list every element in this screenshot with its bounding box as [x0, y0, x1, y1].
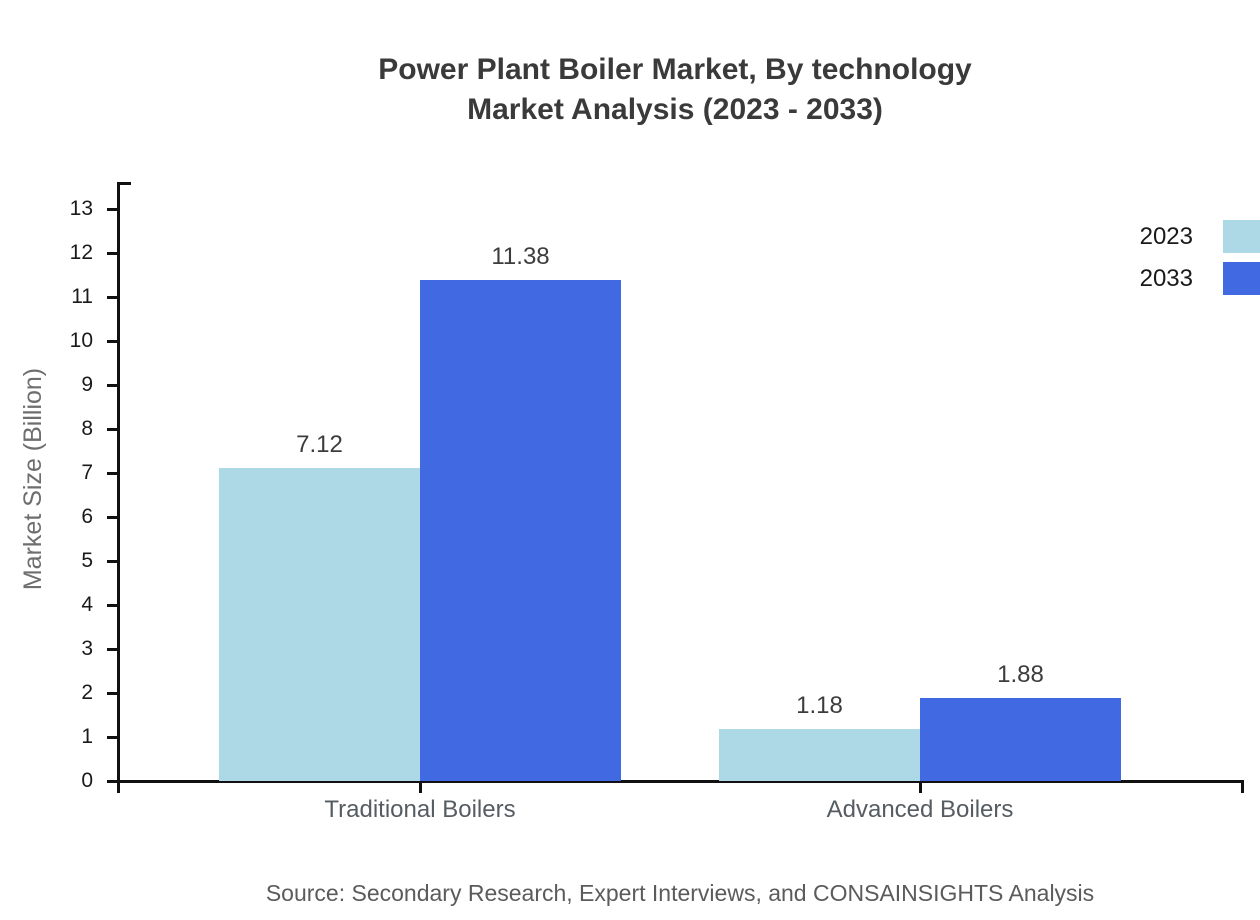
category-tick [919, 780, 922, 793]
category-label: Advanced Boilers [826, 796, 1014, 823]
chart-title-line2: Market Analysis (2023 - 2033) [467, 93, 883, 126]
y-tick [107, 736, 117, 739]
y-tick [107, 340, 117, 343]
y-tick-label: 13 [69, 197, 93, 220]
bar-value-label: 1.88 [997, 661, 1044, 689]
y-tick-label: 9 [81, 373, 93, 396]
bar [920, 698, 1121, 781]
x-axis-endcap [1241, 780, 1244, 793]
bar [219, 467, 420, 781]
y-tick [107, 252, 117, 255]
y-tick [107, 604, 117, 607]
y-tick-label: 5 [81, 549, 93, 572]
category-tick [419, 780, 422, 793]
y-tick-label: 6 [81, 505, 93, 528]
x-axis-line [116, 780, 1244, 783]
category-label: Traditional Boilers [324, 796, 516, 823]
y-axis-endcap [117, 182, 131, 185]
y-tick-label: 12 [69, 241, 93, 264]
y-tick-label: 7 [81, 461, 93, 484]
y-tick [107, 384, 117, 387]
y-tick [107, 560, 117, 563]
y-tick-label: 0 [81, 769, 93, 792]
bar-value-label: 1.18 [796, 692, 843, 720]
y-tick [107, 516, 117, 519]
chart-title: Power Plant Boiler Market, By technology… [90, 50, 1260, 130]
y-tick [107, 648, 117, 651]
source-attribution: Source: Secondary Research, Expert Inter… [265, 880, 1095, 906]
legend-item-label: 2023 [1139, 223, 1193, 250]
y-tick [107, 296, 117, 299]
y-tick-label: 2 [81, 681, 93, 704]
bar-value-label: 11.38 [491, 243, 550, 271]
legend-item-label: 2033 [1139, 265, 1193, 292]
y-tick-label: 10 [69, 329, 93, 352]
y-tick-label: 1 [81, 725, 93, 748]
legend-swatch [1223, 220, 1260, 253]
chart-title-line1: Power Plant Boiler Market, By technology [378, 53, 972, 86]
y-tick-label: 8 [81, 417, 93, 440]
y-tick-label: 3 [81, 637, 93, 660]
legend-swatch [1223, 262, 1260, 295]
y-axis-line [117, 182, 120, 793]
bar [719, 729, 920, 781]
y-tick [107, 692, 117, 695]
y-tick-label: 4 [81, 593, 93, 616]
y-tick-label: 11 [71, 285, 93, 308]
y-tick [107, 428, 117, 431]
y-tick [107, 208, 117, 211]
bar-value-label: 7.12 [296, 430, 343, 458]
y-tick [107, 780, 117, 783]
bar [420, 280, 621, 781]
y-tick [107, 472, 117, 475]
